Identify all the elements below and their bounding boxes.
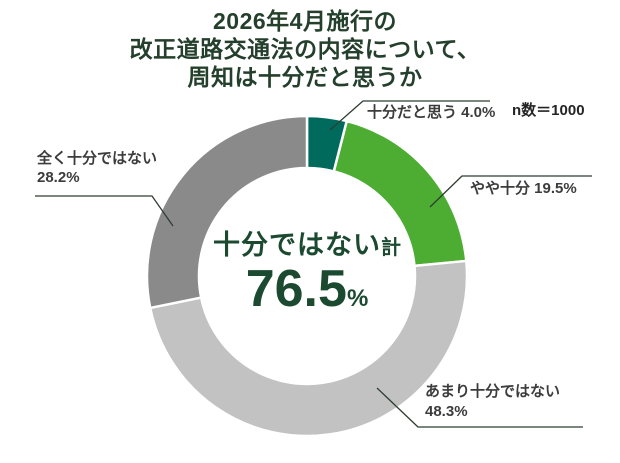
leader-line-somewhat <box>429 175 592 208</box>
leader-line-not-really <box>376 387 583 428</box>
center-total-value: 76.5% <box>0 263 614 324</box>
donut-segment-4 <box>145 114 309 310</box>
chart-title-line-1: 2026年4月施行の <box>213 8 397 34</box>
chart-title-line-2: 改正道路交通法の内容について、 <box>129 36 481 62</box>
sample-size-label: n数＝1000 <box>512 102 585 119</box>
chart-title: 2026年4月施行の 改正道路交通法の内容について、 周知は十分だと思うか <box>0 7 610 91</box>
donut-segment-3 <box>148 259 469 438</box>
label-not-really-value: 48.3% <box>425 403 468 420</box>
center-total-value-number: 76.5 <box>245 260 347 318</box>
leader-line-not-at-all <box>35 195 174 227</box>
center-total-label-main: 十分ではない <box>213 230 381 260</box>
label-not-at-all-text: 全く十分ではない <box>37 150 158 167</box>
label-not-really: あまり十分ではない 48.3% <box>425 382 560 422</box>
label-not-at-all-value: 28.2% <box>37 169 80 186</box>
center-total-value-unit: % <box>346 285 369 312</box>
donut-segments <box>145 114 469 438</box>
label-sufficient: 十分だと思う 4.0% <box>367 104 496 121</box>
chart-title-line-3: 周知は十分だと思うか <box>187 64 423 90</box>
leader-line-sufficient <box>329 100 490 131</box>
label-not-at-all: 全く十分ではない 28.2% <box>37 149 157 187</box>
center-total-label-suffix: 計 <box>381 237 401 259</box>
center-total-label: 十分ではない計 <box>0 231 614 262</box>
label-somewhat: やや十分 19.5% <box>470 180 577 197</box>
label-not-really-text: あまり十分ではない <box>425 383 561 400</box>
